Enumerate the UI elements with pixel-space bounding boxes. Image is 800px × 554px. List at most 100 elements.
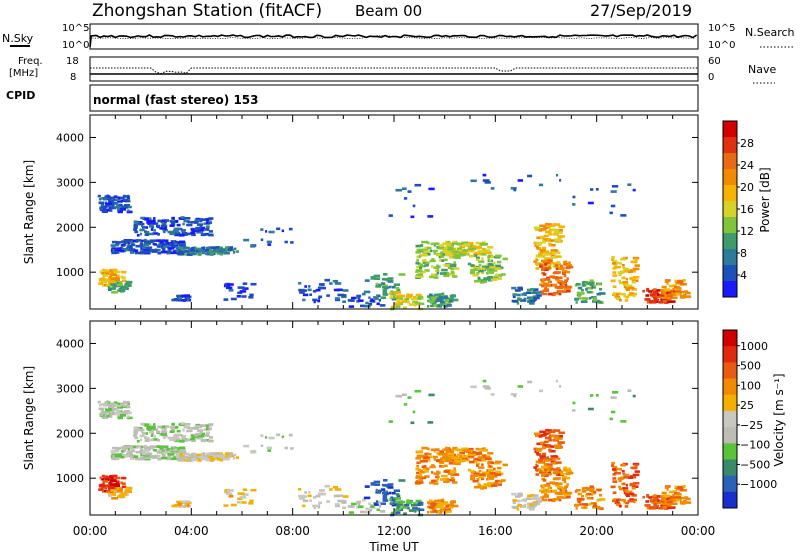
data-cell (135, 457, 142, 461)
data-cell (532, 501, 538, 504)
data-cell (223, 457, 230, 461)
data-cell (682, 485, 686, 488)
data-cell (268, 436, 275, 440)
data-cell (378, 299, 381, 302)
data-cell (535, 241, 543, 245)
data-cell (434, 499, 440, 503)
data-cell (543, 234, 549, 238)
data-cell (462, 249, 468, 252)
data-cell (185, 502, 190, 506)
data-cell (588, 296, 592, 300)
data-cell (467, 249, 475, 253)
data-cell (152, 232, 159, 235)
data-cell (177, 252, 184, 256)
data-cell (430, 296, 437, 300)
data-cell (495, 273, 499, 277)
data-cell (315, 494, 321, 498)
data-cell (546, 284, 551, 288)
data-cell (197, 253, 202, 256)
data-cell (445, 240, 448, 244)
data-cell (124, 488, 132, 492)
data-cell (445, 446, 451, 450)
data-cell (237, 286, 244, 289)
data-cell (459, 249, 462, 252)
data-cell (164, 425, 169, 428)
data-cell (564, 279, 569, 282)
data-cell (432, 249, 438, 253)
data-cell (177, 458, 184, 462)
data-cell (140, 239, 144, 243)
data-cell (610, 279, 614, 283)
data-cell (545, 428, 550, 432)
data-cell (190, 427, 196, 430)
data-cell (538, 458, 544, 462)
data-cell (623, 500, 627, 504)
data-cell (422, 261, 430, 264)
data-cell (480, 459, 487, 462)
data-cell (630, 260, 634, 264)
data-cell (589, 279, 594, 282)
data-cell (453, 473, 460, 476)
data-cell (541, 292, 548, 296)
data-cell (153, 217, 156, 220)
data-cell (317, 299, 321, 303)
data-cell (433, 304, 441, 307)
data-cell (618, 279, 622, 283)
data-cell (461, 447, 466, 451)
data-cell (379, 510, 386, 513)
data-cell (452, 275, 458, 278)
data-cell (564, 485, 569, 488)
data-cell (518, 494, 523, 497)
data-cell (101, 210, 108, 213)
data-cell (115, 241, 118, 245)
data-cell (517, 385, 524, 388)
data-cell (491, 269, 498, 272)
data-cell (195, 432, 202, 436)
data-cell (103, 484, 109, 487)
data-cell (298, 282, 302, 285)
data-cell (460, 253, 467, 256)
data-cell (613, 498, 616, 501)
data-cell (142, 239, 146, 243)
data-cell (348, 305, 355, 308)
data-cell (151, 250, 155, 253)
data-cell (541, 484, 546, 488)
data-cell (206, 248, 209, 252)
data-cell (216, 252, 222, 255)
data-cell (329, 488, 333, 491)
data-cell (162, 239, 169, 242)
data-cell (436, 297, 442, 301)
data-cell (495, 264, 502, 268)
data-cell (494, 267, 502, 271)
data-cell (578, 292, 585, 295)
data-cell (200, 233, 205, 237)
data-cell (182, 222, 185, 226)
data-cell (436, 268, 439, 271)
data-cell (616, 293, 619, 296)
data-cell (260, 228, 264, 231)
data-cell (467, 453, 475, 456)
data-cell (473, 474, 476, 477)
data-cell (440, 506, 445, 510)
data-cell (442, 252, 446, 256)
data-cell (390, 290, 394, 293)
data-cell (187, 220, 191, 224)
data-cell (380, 502, 386, 505)
data-cell (487, 469, 491, 472)
data-cell (439, 478, 447, 481)
data-cell (621, 463, 626, 467)
data-cell (539, 496, 544, 499)
data-cell (334, 282, 342, 285)
data-cell (161, 428, 165, 431)
data-cell (157, 251, 162, 255)
data-cell (629, 492, 635, 496)
data-cell (110, 455, 113, 458)
data-cell (539, 455, 546, 458)
data-cell (459, 455, 462, 458)
data-cell (533, 495, 536, 498)
data-cell (683, 293, 687, 297)
data-cell (542, 273, 547, 276)
data-cell (156, 430, 161, 434)
colorbar-tick-label: −25 (740, 419, 763, 432)
